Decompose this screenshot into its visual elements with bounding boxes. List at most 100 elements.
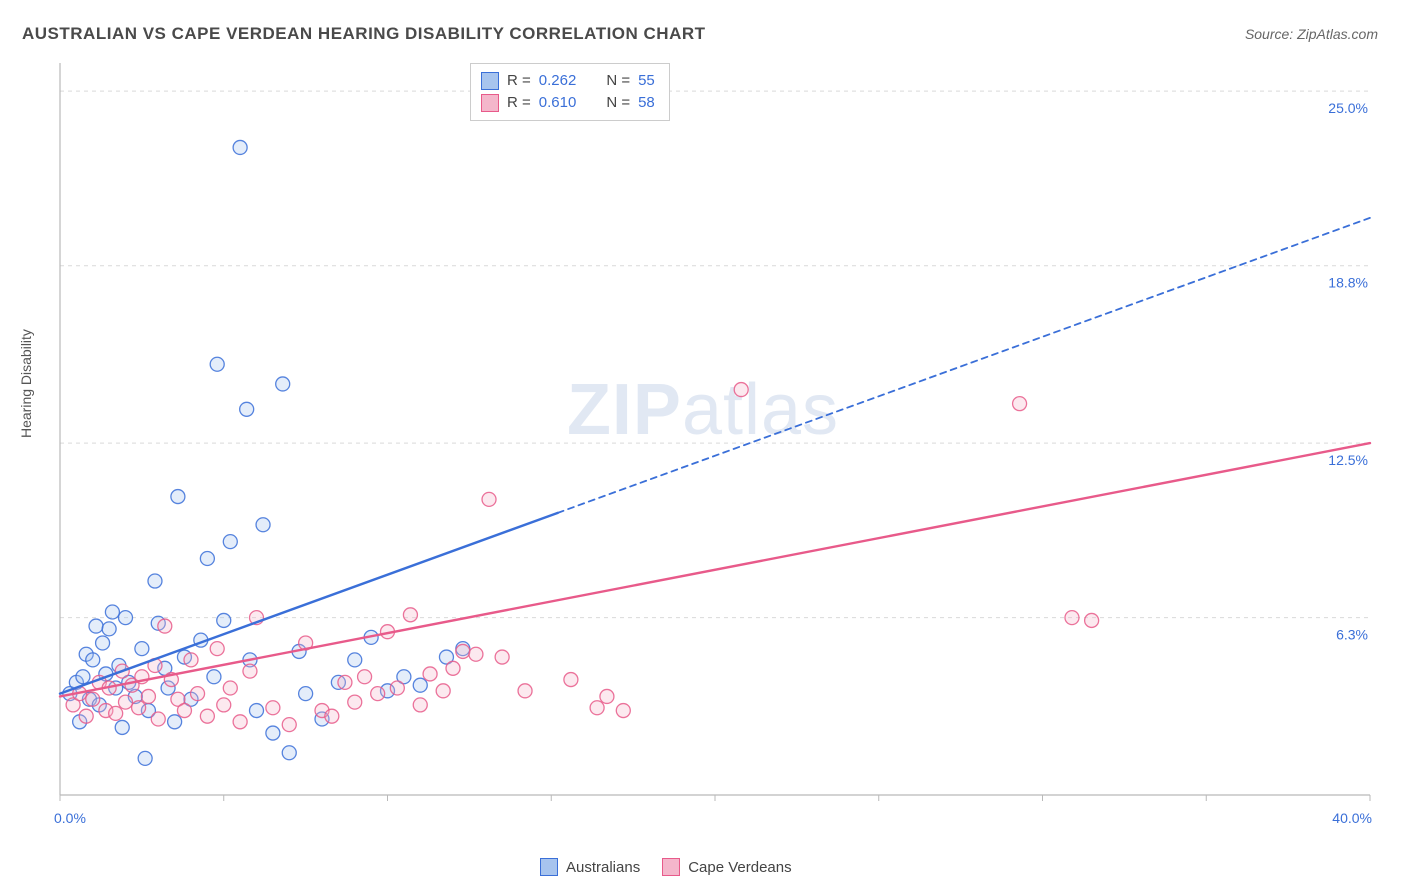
data-point — [158, 619, 172, 633]
data-point — [338, 675, 352, 689]
data-point — [495, 650, 509, 664]
data-point — [616, 704, 630, 718]
source-prefix: Source: — [1245, 26, 1297, 42]
data-point — [403, 608, 417, 622]
data-point — [348, 695, 362, 709]
data-point — [423, 667, 437, 681]
x-max-label: 40.0% — [1332, 810, 1372, 825]
data-point — [207, 670, 221, 684]
correlation-legend: R = 0.262 N = 55 R = 0.610 N = 58 — [470, 63, 670, 121]
legend-r-label: R = — [507, 70, 531, 92]
data-point — [282, 746, 296, 760]
scatter-plot-svg: 6.3% 12.5% 18.8% 25.0% 0.0% 40.0% — [50, 55, 1400, 825]
data-point — [217, 698, 231, 712]
legend-n-value: 55 — [638, 70, 655, 92]
data-point — [151, 712, 165, 726]
data-point — [171, 490, 185, 504]
data-point — [89, 619, 103, 633]
data-point — [518, 684, 532, 698]
data-point — [413, 698, 427, 712]
data-point — [276, 377, 290, 391]
regression-line-aus-dashed — [558, 218, 1370, 513]
legend-series-label: Cape Verdeans — [688, 859, 791, 876]
data-point — [184, 653, 198, 667]
data-point — [590, 701, 604, 715]
data-point — [413, 678, 427, 692]
legend-swatch — [481, 72, 499, 90]
data-point — [191, 687, 205, 701]
legend-n-label: N = — [606, 92, 630, 114]
data-point — [210, 642, 224, 656]
legend-series-label: Australians — [566, 859, 640, 876]
y-axis-label: Hearing Disability — [18, 329, 34, 438]
data-point — [282, 718, 296, 732]
legend-swatch — [540, 858, 558, 876]
data-point — [564, 673, 578, 687]
legend-row: R = 0.262 N = 55 — [481, 70, 655, 92]
data-point — [256, 518, 270, 532]
data-point — [168, 715, 182, 729]
data-point — [86, 692, 100, 706]
data-point — [96, 636, 110, 650]
legend-r-value: 0.610 — [539, 92, 577, 114]
data-point — [119, 611, 133, 625]
data-point — [243, 664, 257, 678]
data-point — [86, 653, 100, 667]
x-min-label: 0.0% — [54, 810, 86, 825]
data-point — [1085, 613, 1099, 627]
data-point — [119, 695, 133, 709]
data-point — [76, 670, 90, 684]
data-point — [446, 661, 460, 675]
legend-r-value: 0.262 — [539, 70, 577, 92]
data-point — [223, 535, 237, 549]
data-point — [325, 709, 339, 723]
data-point — [210, 357, 224, 371]
data-point — [148, 574, 162, 588]
legend-swatch — [481, 94, 499, 112]
series-legend: Australians Cape Verdeans — [540, 858, 792, 876]
data-point — [469, 647, 483, 661]
y-tick-label: 18.8% — [1328, 275, 1368, 291]
data-point — [734, 383, 748, 397]
data-point — [371, 687, 385, 701]
data-point — [135, 642, 149, 656]
data-point — [436, 684, 450, 698]
data-point — [299, 687, 313, 701]
data-point — [200, 709, 214, 723]
y-tick-label: 12.5% — [1328, 452, 1368, 468]
data-point — [115, 720, 129, 734]
data-point — [266, 701, 280, 715]
data-point — [266, 726, 280, 740]
legend-n-value: 58 — [638, 92, 655, 114]
y-tick-label: 6.3% — [1336, 627, 1368, 643]
data-point — [250, 704, 264, 718]
data-point — [482, 492, 496, 506]
data-point — [138, 751, 152, 765]
data-point — [348, 653, 362, 667]
legend-row: R = 0.610 N = 58 — [481, 92, 655, 114]
data-point — [223, 681, 237, 695]
data-point — [177, 704, 191, 718]
data-point — [200, 552, 214, 566]
legend-item: Australians — [540, 858, 640, 876]
data-point — [390, 681, 404, 695]
data-point — [233, 715, 247, 729]
data-point — [1065, 611, 1079, 625]
data-point — [102, 622, 116, 636]
data-point — [105, 605, 119, 619]
data-point — [240, 402, 254, 416]
legend-r-label: R = — [507, 92, 531, 114]
source-attribution: Source: ZipAtlas.com — [1245, 26, 1378, 42]
source-name: ZipAtlas.com — [1297, 26, 1378, 42]
legend-n-label: N = — [606, 70, 630, 92]
data-point — [217, 613, 231, 627]
legend-swatch — [662, 858, 680, 876]
data-point — [132, 701, 146, 715]
data-point — [233, 140, 247, 154]
y-tick-label: 25.0% — [1328, 100, 1368, 116]
regression-line-cv-solid — [60, 443, 1370, 696]
data-point — [600, 689, 614, 703]
data-point — [1013, 397, 1027, 411]
legend-item: Cape Verdeans — [662, 858, 791, 876]
data-point — [358, 670, 372, 684]
